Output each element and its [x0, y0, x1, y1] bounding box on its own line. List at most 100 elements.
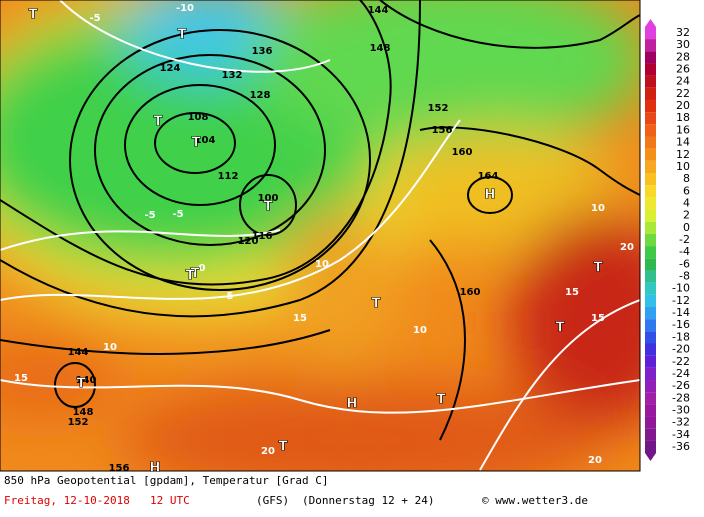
contours	[0, 0, 640, 441]
colorbar-swatch	[645, 319, 656, 332]
colorbar-label: -32	[672, 416, 690, 429]
map-label: T	[178, 28, 187, 43]
colorbar-swatch	[645, 221, 656, 234]
colorbar-swatch	[645, 355, 656, 368]
map-label: 104	[195, 135, 216, 146]
isotherms	[0, 0, 640, 471]
footer-run: (Donnerstag 12 + 24)	[302, 494, 434, 507]
colorbar-label: 12	[676, 148, 690, 161]
map-label: T	[191, 267, 200, 282]
colorbar-label: 14	[676, 136, 690, 149]
map-label: -5	[172, 209, 183, 220]
colorbar-swatch	[645, 331, 656, 344]
colorbar-swatch	[645, 380, 656, 393]
map-field	[0, 0, 640, 471]
colorbar-swatch	[645, 270, 656, 283]
colorbar-swatch	[645, 343, 656, 356]
map-label: 15	[591, 313, 605, 324]
map-label: 20	[620, 242, 634, 253]
map-label: 144	[368, 5, 389, 16]
map-label: 160	[452, 147, 473, 158]
colorbar-swatch	[645, 246, 656, 259]
colorbar-label: 32	[676, 26, 690, 39]
colorbar-label: 26	[676, 63, 690, 76]
map-label: 124	[160, 63, 181, 74]
map-label: -5	[89, 13, 100, 24]
colorbar-label: 6	[683, 184, 690, 197]
map-label: 15	[293, 313, 307, 324]
map-label: 156	[432, 125, 453, 136]
colorbar-swatch	[645, 39, 656, 52]
colorbar-swatch	[645, 404, 656, 417]
colorbar-swatch	[645, 440, 656, 454]
map-label: 132	[222, 70, 243, 81]
footer-model: (GFS)	[256, 494, 289, 507]
footer-date: Freitag, 12-10-2018	[4, 494, 130, 507]
map-label: 148	[73, 407, 94, 418]
colorbar-label: 30	[676, 38, 690, 51]
map-label: -10	[176, 3, 194, 14]
map-label: T	[556, 321, 565, 336]
map-label: 152	[428, 103, 449, 114]
map-label: T	[29, 8, 38, 23]
colorbar-swatch	[645, 63, 656, 76]
colorbar-label: 4	[683, 196, 690, 209]
map-label: 140	[76, 375, 97, 386]
colorbar: 32302826242220181614121086420-2-4-6-8-10…	[645, 19, 690, 461]
colorbar-swatch	[645, 87, 656, 100]
colorbar-label: -6	[679, 257, 690, 270]
colorbar-swatch	[645, 148, 656, 161]
map-label: 10	[591, 203, 605, 214]
colorbar-label: -16	[672, 318, 690, 331]
colorbar-label: -26	[672, 379, 690, 392]
map-label: 20	[588, 455, 602, 466]
colorbar-label: 20	[676, 99, 690, 112]
map-label: 10	[315, 259, 329, 270]
colorbar-swatch	[645, 185, 656, 198]
map-label: 128	[250, 90, 271, 101]
colorbar-label: -10	[672, 282, 690, 295]
map-label: 156	[109, 463, 130, 474]
map-label: H	[347, 397, 358, 412]
map-label: 20	[261, 446, 275, 457]
map-label: 0	[199, 263, 206, 274]
map-label: H	[150, 461, 161, 476]
colorbar-label: -12	[672, 294, 690, 307]
map-label: T	[154, 115, 163, 130]
map-label: T	[186, 269, 195, 284]
map-label: 108	[188, 112, 209, 123]
colorbar-arrow-top	[645, 19, 656, 27]
colorbar-label: -8	[679, 270, 690, 283]
colorbar-swatch	[645, 124, 656, 137]
colorbar-label: -30	[672, 403, 690, 416]
colorbar-swatch	[645, 282, 656, 295]
footer-source: © www.wetter3.de	[482, 494, 588, 507]
colorbar-label: -14	[672, 306, 690, 319]
map-label: -5	[144, 210, 155, 221]
colorbar-swatch	[645, 173, 656, 186]
map-label: T	[192, 136, 201, 151]
map-label: 160	[460, 287, 481, 298]
colorbar-swatch	[645, 428, 656, 441]
colorbar-swatch	[645, 258, 656, 271]
colorbar-label: -36	[672, 440, 690, 453]
map-label: 10	[413, 325, 427, 336]
colorbar-label: 0	[683, 221, 690, 234]
colorbar-label: 28	[676, 50, 690, 63]
footer-title: 850 hPa Geopotential [gpdam], Temperatur…	[4, 474, 329, 487]
map-label: T	[437, 393, 446, 408]
colorbar-swatch	[645, 306, 656, 320]
colorbar-label: -34	[672, 428, 690, 441]
colorbar-swatch	[645, 75, 656, 88]
colorbar-swatch	[645, 160, 656, 174]
map-label: 100	[258, 193, 279, 204]
colorbar-swatch	[645, 51, 656, 64]
colorbar-swatch	[645, 416, 656, 429]
map-label: T	[372, 297, 381, 312]
colorbar-swatch	[645, 294, 656, 307]
map-label: 148	[370, 43, 391, 54]
colorbar-label: 24	[676, 75, 690, 88]
colorbar-label: 10	[676, 160, 690, 173]
